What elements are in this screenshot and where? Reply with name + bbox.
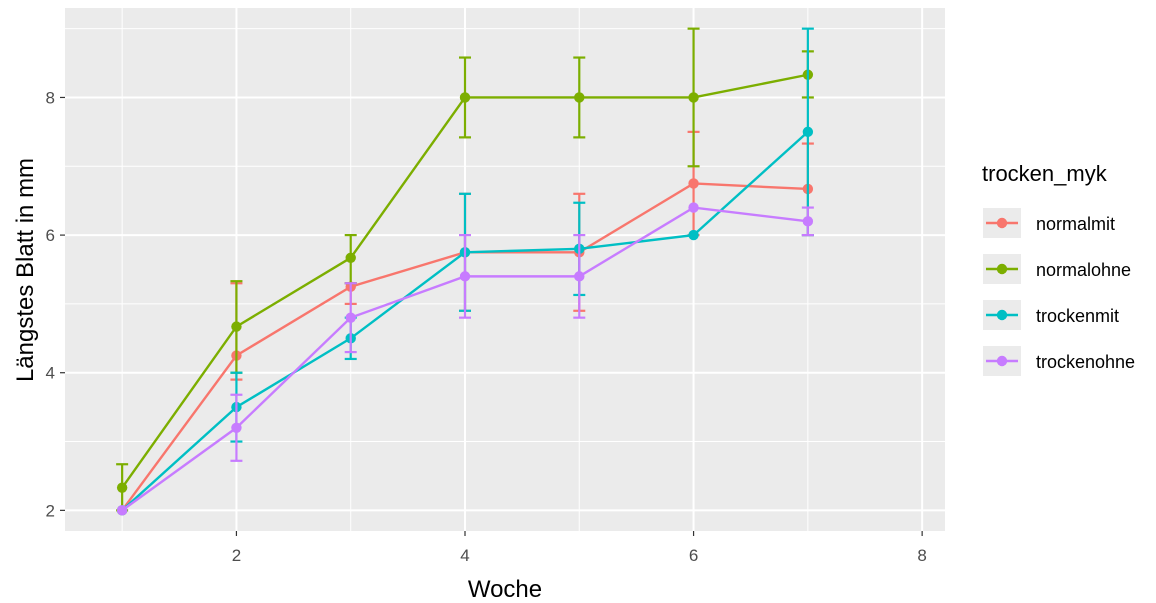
panel-background (65, 8, 945, 531)
x-tick-label: 8 (917, 546, 926, 565)
data-point (116, 505, 128, 516)
data-point (231, 321, 242, 332)
legend-item-normalmit: normalmit (983, 208, 1115, 238)
legend-item-normalohne: normalohne (983, 254, 1131, 284)
data-point (345, 312, 356, 323)
legend-label: trockenmit (1036, 306, 1119, 326)
legend-key-point (996, 309, 1008, 321)
legend-label: normalmit (1036, 214, 1115, 234)
data-point (688, 202, 699, 213)
axis-ticks: 2 4 6 8 2 4 6 8 (46, 88, 927, 565)
x-axis-title: Woche (468, 576, 542, 603)
data-point (688, 178, 699, 189)
legend-label: trockenohne (1036, 352, 1135, 372)
y-axis-title: Längstes Blatt in mm (12, 158, 39, 382)
y-tick-label: 8 (46, 88, 55, 107)
data-point (574, 92, 585, 103)
y-tick-label: 6 (46, 226, 55, 245)
y-tick-label: 4 (46, 364, 55, 383)
legend-item-trockenohne: trockenohne (983, 346, 1135, 376)
data-point (688, 92, 699, 103)
data-point (459, 271, 471, 282)
legend-label: normalohne (1036, 260, 1131, 280)
legend-title: trocken_myk (982, 161, 1108, 186)
legend-key-point (996, 355, 1008, 367)
x-tick-label: 6 (689, 546, 698, 565)
data-point (802, 216, 814, 227)
data-point (459, 92, 471, 103)
legend-key-point (996, 217, 1008, 229)
data-point (116, 482, 128, 493)
data-point (231, 422, 242, 433)
x-tick-label: 2 (232, 546, 241, 565)
data-point (574, 271, 585, 282)
legend-key-point (996, 263, 1008, 275)
series-trockenohne (116, 202, 814, 516)
x-tick-label: 4 (460, 546, 469, 565)
series-normalohne (116, 27, 814, 512)
series-layer (116, 27, 814, 516)
legend: trocken_myk normalmit normalohne trockenmi… (982, 161, 1135, 376)
y-tick-label: 2 (46, 501, 55, 520)
legend-item-trockenmit: trockenmit (983, 300, 1119, 330)
data-point (688, 229, 699, 241)
data-point (802, 126, 814, 138)
data-point (345, 252, 356, 264)
